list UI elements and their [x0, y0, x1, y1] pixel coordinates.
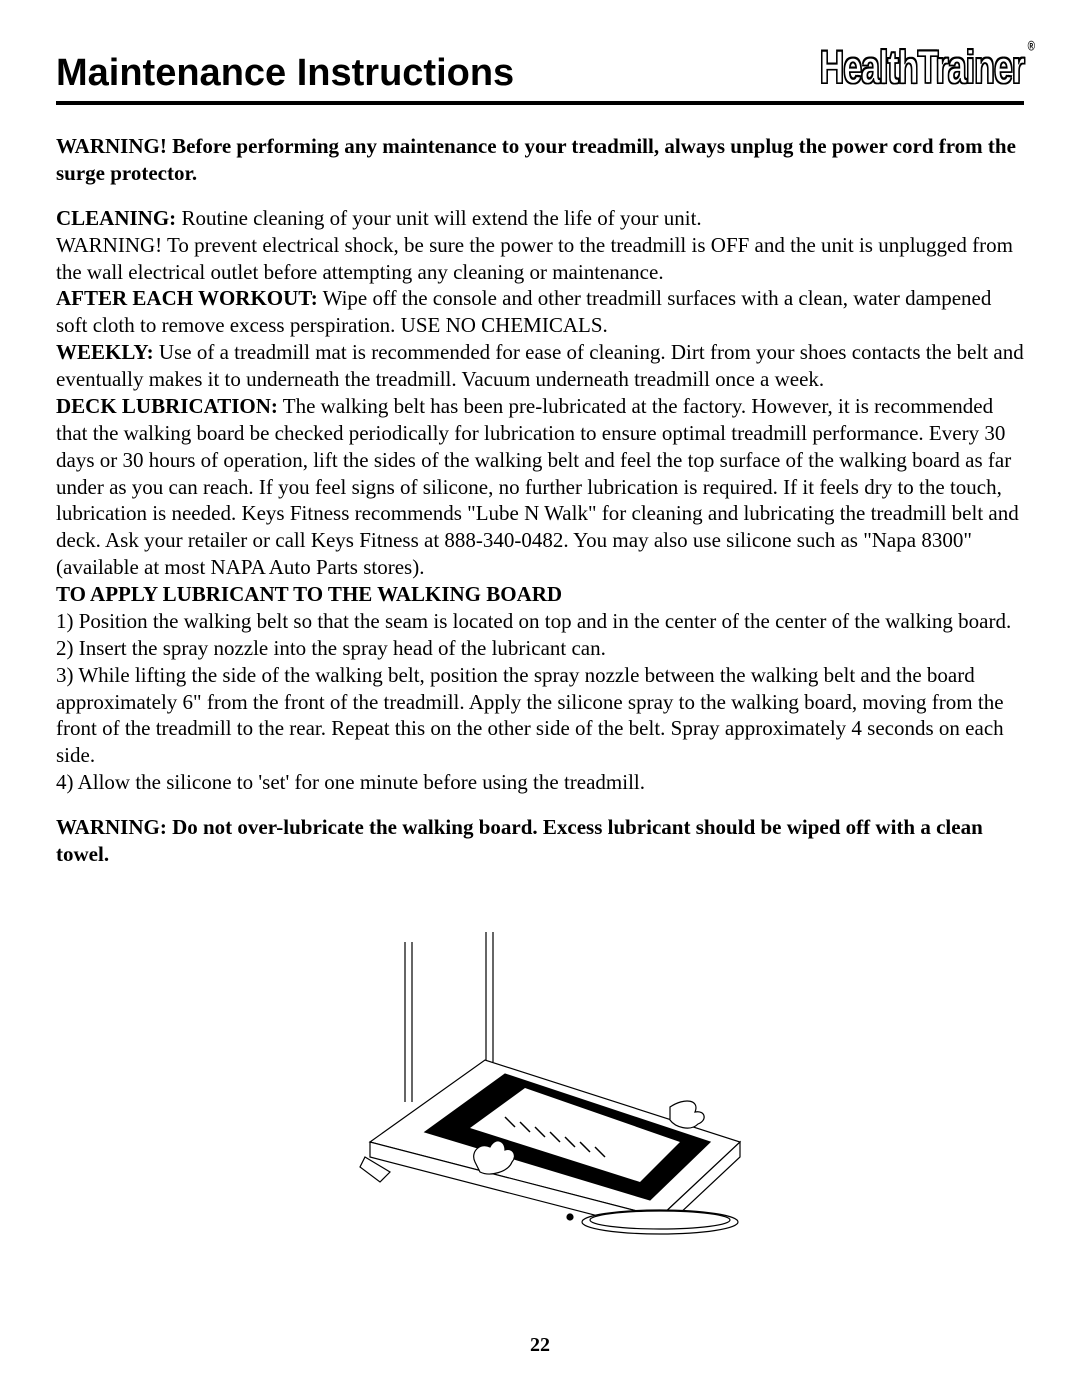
step-4: 4) Allow the silicone to 'set' for one m… [56, 769, 1024, 796]
warning-top: WARNING! Before performing any maintenan… [56, 133, 1024, 187]
weekly-text: Use of a treadmill mat is recommended fo… [56, 340, 1024, 391]
cleaning-text: Routine cleaning of your unit will exten… [176, 206, 701, 230]
page-number: 22 [0, 1334, 1080, 1357]
deck-text: The walking belt has been pre-lubricated… [56, 394, 1019, 579]
brand-logo: HealthTrainer [820, 42, 1024, 95]
step-3: 3) While lifting the side of the walking… [56, 662, 1024, 770]
deck-lubrication-paragraph: DECK LUBRICATION: The walking belt has b… [56, 393, 1024, 581]
cleaning-paragraph: CLEANING: Routine cleaning of your unit … [56, 205, 1024, 232]
after-workout-label: AFTER EACH WORKOUT: [56, 286, 318, 310]
deck-label: DECK LUBRICATION: [56, 394, 278, 418]
document-body: WARNING! Before performing any maintenan… [56, 133, 1024, 1249]
page-header: Maintenance Instructions HealthTrainer [56, 52, 1024, 105]
treadmill-diagram [56, 932, 1024, 1249]
step-1: 1) Position the walking belt so that the… [56, 608, 1024, 635]
weekly-label: WEEKLY: [56, 340, 154, 364]
cleaning-warning: WARNING! To prevent electrical shock, be… [56, 232, 1024, 286]
apply-lubricant-heading: TO APPLY LUBRICANT TO THE WALKING BOARD [56, 581, 1024, 608]
page-title: Maintenance Instructions [56, 52, 514, 95]
warning-bottom: WARNING: Do not over-lubricate the walki… [56, 814, 1024, 868]
weekly-paragraph: WEEKLY: Use of a treadmill mat is recomm… [56, 339, 1024, 393]
step-2: 2) Insert the spray nozzle into the spra… [56, 635, 1024, 662]
cleaning-label: CLEANING: [56, 206, 176, 230]
after-workout-paragraph: AFTER EACH WORKOUT: Wipe off the console… [56, 285, 1024, 339]
